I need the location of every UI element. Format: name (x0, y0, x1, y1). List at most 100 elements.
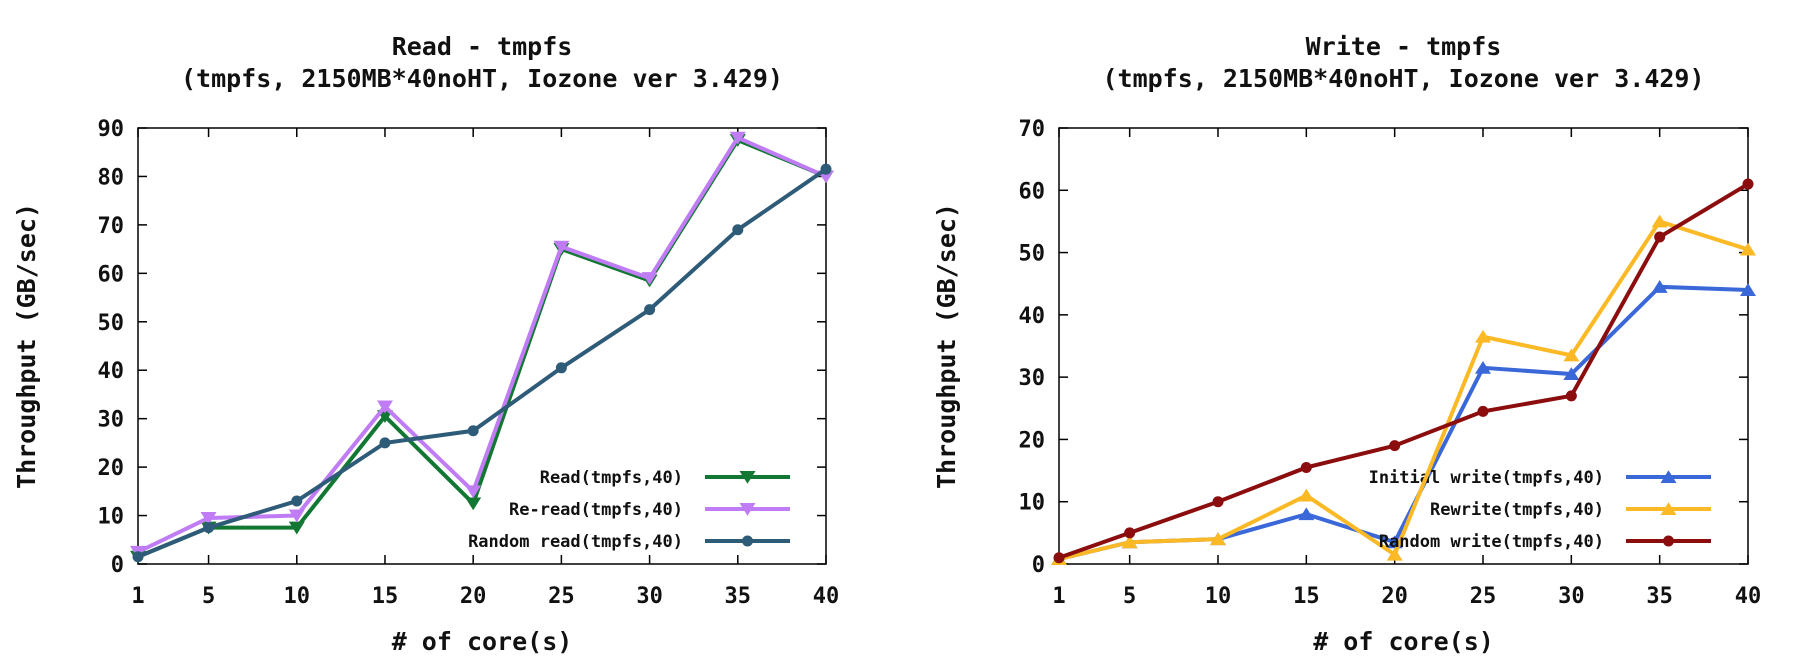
legend-label: Random read(tmpfs,40) (468, 532, 683, 552)
data-point (1740, 242, 1756, 256)
x-tick-label: 35 (1646, 584, 1673, 609)
data-point (1740, 283, 1756, 296)
data-point (1654, 231, 1666, 243)
data-point (1386, 547, 1403, 561)
x-tick-label: 10 (284, 584, 311, 609)
data-point (1477, 405, 1489, 417)
series-line (137, 135, 827, 554)
legend-label: Rewrite(tmpfs,40) (1430, 500, 1604, 520)
data-point (1298, 488, 1315, 502)
chart-subtitle: (tmpfs, 2150MB*40noHT, Iozone ver 3.429) (1102, 64, 1704, 93)
chart-1: Read - tmpfs (tmpfs, 2150MB*40noHT, Iozon… (12, 32, 839, 656)
legend-swatch-marker (1663, 535, 1674, 547)
x-tick-label: 30 (636, 584, 663, 609)
data-point (132, 551, 144, 563)
x-tick-label: 30 (1558, 584, 1585, 609)
data-point (1475, 329, 1491, 343)
data-point (1563, 367, 1580, 381)
data-point (1124, 527, 1136, 539)
y-tick-label: 90 (98, 117, 125, 142)
data-point (1651, 280, 1668, 293)
x-axis-label: # of core(s) (1313, 627, 1494, 656)
y-tick-label: 50 (1019, 242, 1046, 267)
data-point (1300, 461, 1312, 473)
x-tick-label: 5 (202, 584, 215, 609)
x-tick-label: 25 (1470, 584, 1497, 609)
data-point (820, 163, 832, 175)
data-point (555, 362, 567, 374)
data-point (1212, 496, 1224, 508)
legend-swatch-marker (742, 535, 753, 547)
data-point (376, 400, 393, 414)
x-tick-label: 1 (1052, 584, 1065, 609)
data-point (200, 511, 217, 525)
data-point (465, 485, 482, 499)
y-axis-label: Throughput (GB/sec) (932, 203, 961, 489)
data-point (1475, 361, 1491, 374)
x-tick-label: 40 (1735, 584, 1762, 609)
data-point (288, 521, 305, 535)
data-point (641, 272, 658, 285)
y-tick-label: 60 (98, 262, 125, 287)
legend-swatch-marker (1660, 502, 1677, 515)
y-tick-label: 80 (98, 165, 125, 190)
series-line (137, 137, 827, 559)
x-tick-label: 20 (460, 584, 487, 609)
data-point (1389, 440, 1401, 452)
data-point (1298, 507, 1315, 521)
plot-frame (137, 127, 827, 565)
series-3: Random read(tmpfs,40) (132, 163, 832, 563)
legend-label: Read(tmpfs,40) (540, 468, 683, 488)
chart-title: Read - tmpfs (392, 32, 573, 61)
data-point (729, 131, 746, 145)
y-axis-label: Throughput (GB/sec) (12, 203, 41, 489)
data-point (1651, 214, 1668, 228)
chart-title: Write - tmpfs (1306, 32, 1502, 61)
plot-frame (1058, 127, 1749, 565)
y-tick-label: 20 (1019, 428, 1046, 453)
y-tick-label: 70 (98, 214, 125, 239)
legend-swatch-marker (739, 471, 756, 484)
series-line (1058, 284, 1749, 561)
data-point (1053, 552, 1065, 564)
y-tick-label: 60 (1019, 179, 1046, 204)
legend-swatch-marker (1660, 470, 1677, 483)
y-tick-label: 0 (1032, 553, 1045, 578)
y-tick-label: 50 (98, 311, 125, 336)
y-tick-label: 0 (111, 553, 124, 578)
x-tick-label: 1 (131, 584, 144, 609)
data-point (379, 437, 391, 449)
series-2: Re-read(tmpfs,40) (130, 131, 834, 559)
data-point (732, 224, 744, 236)
x-tick-label: 40 (813, 584, 840, 609)
series-2: Rewrite(tmpfs,40) (1051, 214, 1756, 566)
data-point (1210, 532, 1226, 546)
y-tick-label: 30 (1019, 366, 1046, 391)
series-1: Read(tmpfs,40) (130, 134, 834, 564)
data-point (203, 522, 215, 534)
data-point (644, 304, 656, 316)
legend-label: Re-read(tmpfs,40) (509, 500, 683, 520)
x-axis-label: # of core(s) (392, 627, 573, 656)
data-point (1742, 178, 1754, 190)
y-tick-label: 70 (1019, 117, 1046, 142)
y-tick-label: 30 (98, 408, 125, 433)
x-tick-label: 25 (548, 584, 575, 609)
data-point (1121, 535, 1138, 549)
data-point (465, 497, 482, 511)
series-line (137, 167, 828, 559)
y-tick-label: 40 (1019, 304, 1046, 329)
legend-swatch-marker (739, 503, 756, 516)
y-tick-label: 10 (1019, 491, 1046, 516)
legend-label: Random write(tmpfs,40) (1379, 532, 1604, 552)
y-tick-label: 20 (98, 456, 125, 481)
data-point (553, 240, 570, 254)
data-point (1563, 348, 1580, 362)
x-tick-label: 20 (1381, 584, 1408, 609)
data-point (1565, 390, 1577, 402)
chart-2: Write - tmpfs (tmpfs, 2150MB*40noHT, Iozo… (932, 32, 1761, 656)
y-tick-label: 40 (98, 359, 125, 384)
chart-subtitle: (tmpfs, 2150MB*40noHT, Iozone ver 3.429) (181, 64, 783, 93)
series-line (1058, 182, 1750, 560)
